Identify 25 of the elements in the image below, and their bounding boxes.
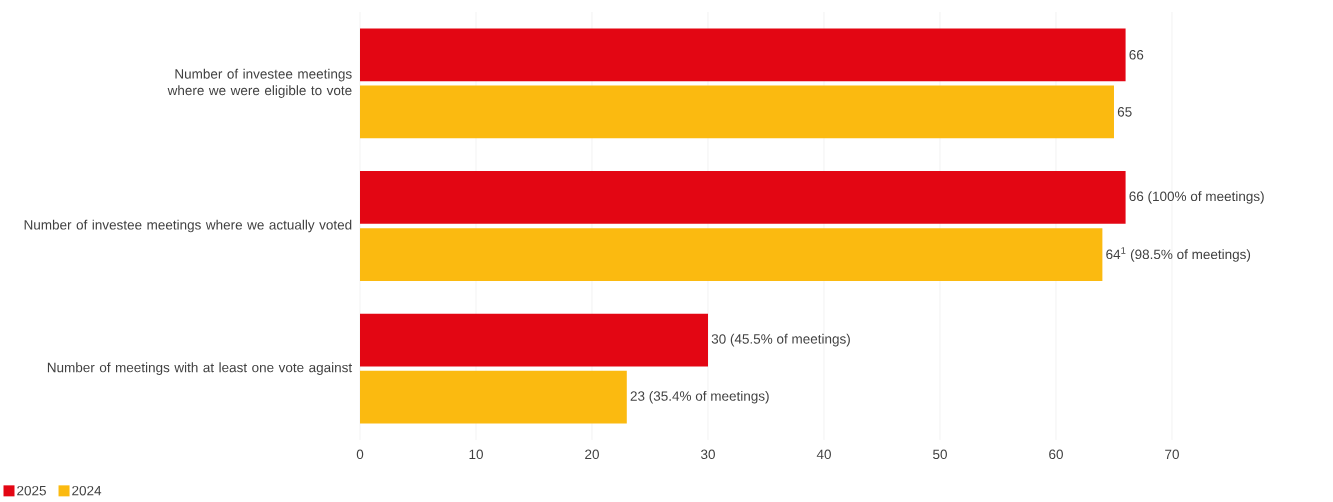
x-tick-label: 0 — [356, 449, 364, 460]
legend-label: 2025 — [17, 485, 46, 496]
x-tick-label: 20 — [585, 449, 599, 460]
x-tick-label: 30 — [701, 449, 715, 460]
y-tick-label: Number of investee meetings where we actually voted — [24, 219, 352, 233]
y-tick-label: Number of meetings with at least one vote against — [47, 362, 353, 375]
bar — [360, 370, 627, 424]
data-label: 66 — [1129, 50, 1144, 60]
data-label: 66 (100% of meetings) — [1129, 191, 1264, 204]
bar — [360, 171, 1126, 224]
x-tick-label: 60 — [1049, 449, 1063, 460]
legend-label: 2024 — [72, 485, 102, 496]
data-label: 65 — [1117, 107, 1132, 117]
data-label: 64$^{1}$ (98.5% of meetings) — [1106, 247, 1251, 262]
x-tick-label: 40 — [816, 449, 831, 460]
x-tick-label: 50 — [933, 449, 947, 460]
bar — [360, 313, 708, 367]
data-label: 23 (35.4% of meetings) — [630, 390, 769, 404]
bar — [360, 28, 1126, 82]
bar — [360, 228, 1103, 281]
x-tick-label: 10 — [469, 449, 483, 460]
x-tick-label: 70 — [1165, 449, 1179, 460]
data-label: 30 (45.5% of meetings) — [711, 333, 850, 347]
bar — [360, 85, 1114, 139]
y-tick-label: Number of investee meetings where we were eligible to vote — [167, 68, 352, 98]
